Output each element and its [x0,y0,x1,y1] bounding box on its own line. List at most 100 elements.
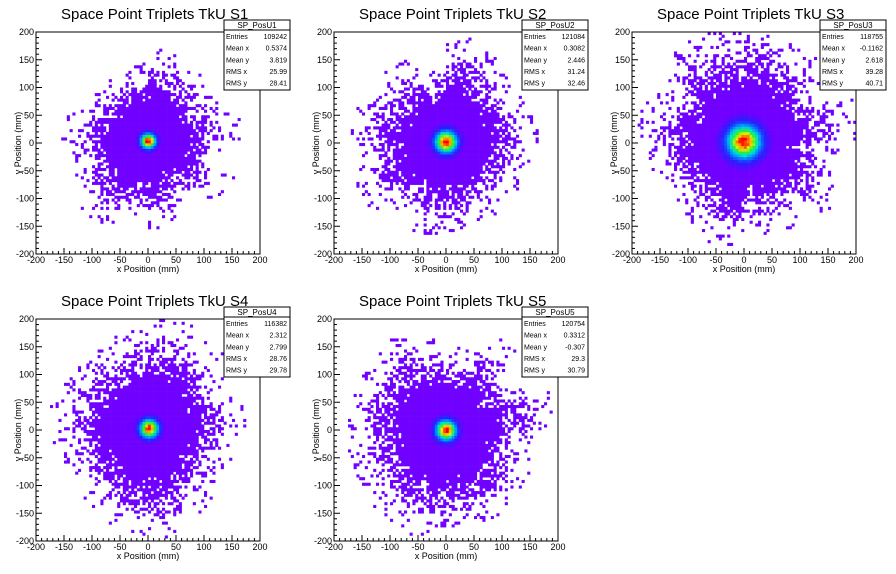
histogram-cell [178,131,182,135]
histogram-cell [395,145,399,149]
histogram-cell [721,143,725,147]
histogram-cell [148,165,152,169]
histogram-cell [156,106,160,110]
histogram-cell [420,126,424,130]
histogram-cell [187,93,191,97]
histogram-cell [488,118,492,122]
histogram-cell [181,126,185,130]
histogram-cell [83,140,87,144]
histogram-cell [122,184,126,188]
histogram-cell [471,109,475,113]
histogram-cell [504,148,508,152]
histogram-cell [94,120,98,124]
histogram-cell [668,131,672,135]
histogram-cell [482,148,486,152]
histogram-cell [415,151,419,155]
histogram-cell [476,109,480,113]
histogram-cell [746,101,750,105]
histogram-cell [148,123,152,127]
histogram-cell [451,192,455,197]
histogram-cell [696,140,700,144]
histogram-cell [496,112,500,116]
histogram-cell [479,140,483,144]
histogram-cell [131,115,135,119]
histogram-cell [479,148,483,152]
histogram-cell [746,81,750,86]
histogram-cell [448,170,452,174]
histogram-cell [454,73,458,77]
histogram-cell [92,134,96,138]
histogram-cell [145,154,149,158]
histogram-cell [195,176,199,180]
histogram-cell [134,98,138,102]
histogram-cell [763,131,767,135]
histogram-cell [668,148,672,152]
histogram-cell [479,104,483,108]
histogram-cell [423,206,427,210]
histogram-cell [156,56,160,61]
histogram-cell [488,134,492,138]
histogram-cell [758,93,762,97]
histogram-cell [148,173,152,177]
histogram-cell [704,87,708,91]
histogram-cell [485,84,489,88]
histogram-cell [178,104,182,108]
histogram-cell [738,118,742,122]
histogram-cell [474,104,478,108]
histogram-cell [139,123,143,127]
histogram-cell [406,140,410,144]
histogram-cell [170,123,174,127]
histogram-cell [446,190,450,194]
histogram-cell [192,95,196,99]
histogram-cell [755,190,759,194]
histogram-cell [710,148,714,152]
histogram-cell [488,170,492,174]
histogram-cell [145,109,149,113]
histogram-cell [716,76,720,80]
histogram-cell [718,148,722,152]
x-tick-label: 50 [171,255,181,265]
histogram-cell [122,106,126,110]
histogram-cell [184,123,188,127]
histogram-cell [176,148,180,152]
histogram-cell [401,165,405,169]
histogram-cell [195,134,199,138]
histogram-cell [755,170,759,174]
histogram-cell [474,76,478,80]
histogram-cell [184,134,188,138]
histogram-cell [741,195,745,199]
histogram-cell [446,215,450,219]
histogram-cell [120,145,124,149]
histogram-cell [760,176,764,180]
histogram-cell [437,156,441,160]
histogram-cell [162,70,166,74]
histogram-cell [181,145,185,149]
histogram-cell [117,179,121,183]
histogram-cell [187,156,191,160]
histogram-cell [699,192,703,197]
histogram-cell [404,106,408,110]
histogram-cell [704,179,708,183]
histogram-cell [474,148,478,152]
histogram-cell [103,104,107,108]
histogram-cell [420,134,424,138]
histogram-cell [153,151,157,155]
histogram-cell [148,204,152,208]
histogram-cell [142,181,146,185]
histogram-cell [142,151,146,155]
stats-value: 28.41 [269,81,287,88]
histogram-cell [434,140,438,144]
histogram-cell [735,140,739,144]
histogram-cell [150,129,154,133]
histogram-cell [125,95,129,99]
histogram-cell [713,115,717,119]
histogram-cell [688,79,692,83]
histogram-cell [746,143,750,147]
histogram-cell [426,95,430,99]
histogram-cell [426,198,430,202]
histogram-cell [415,148,419,152]
histogram-cell [763,154,767,158]
histogram-cell [758,148,762,152]
histogram-cell [167,173,171,177]
histogram-cell [423,98,427,102]
